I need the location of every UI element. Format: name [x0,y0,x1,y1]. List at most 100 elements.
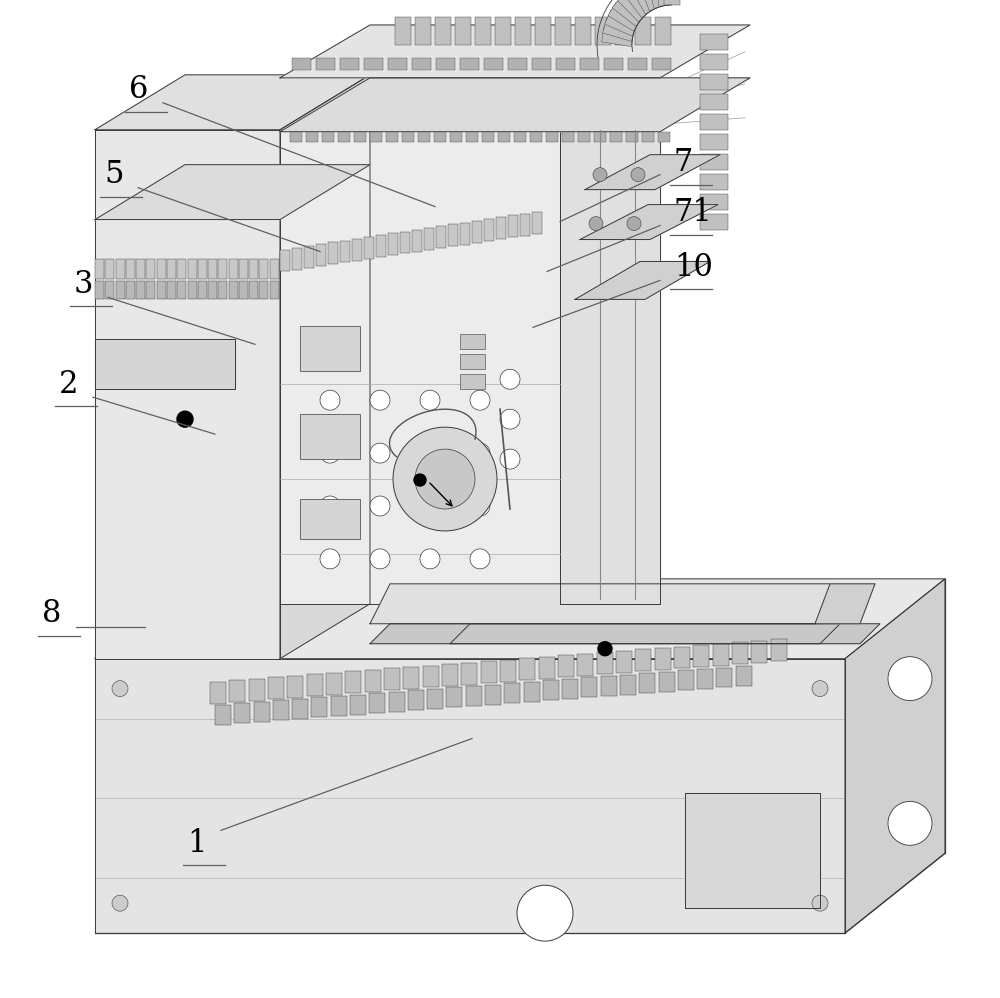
Bar [340,241,350,262]
Bar [626,132,638,142]
Bar [612,0,646,26]
Bar [605,10,639,36]
Polygon shape [845,579,945,933]
Bar [105,259,114,279]
Bar [434,132,446,142]
Bar [157,281,166,299]
Circle shape [470,496,490,516]
Bar [475,17,491,45]
Bar [716,668,732,688]
Bar [616,651,632,673]
Bar [635,17,651,45]
Bar [530,132,542,142]
Text: 3: 3 [74,268,94,300]
Bar [229,281,238,299]
Bar [460,223,470,245]
Bar [365,670,381,692]
Bar [460,354,485,369]
Circle shape [320,496,340,516]
Bar [446,688,462,708]
Bar [273,701,289,721]
Bar [306,132,318,142]
Bar [577,654,593,676]
Circle shape [470,549,490,569]
Bar [408,691,424,711]
Bar [126,281,135,299]
Bar [732,642,748,664]
Bar [500,660,516,682]
Bar [546,132,558,142]
Bar [700,154,728,170]
Bar [435,17,451,45]
Polygon shape [95,130,280,659]
Bar [412,230,422,251]
Bar [208,281,217,299]
Polygon shape [370,624,840,644]
Circle shape [500,369,520,389]
Bar [300,499,360,539]
Bar [678,671,694,691]
Bar [167,259,176,279]
Bar [597,653,613,675]
Circle shape [470,443,490,463]
Bar [524,682,540,702]
Bar [427,689,443,709]
Bar [700,114,728,130]
Circle shape [370,390,390,410]
Bar [594,132,606,142]
Bar [461,663,477,685]
Bar [482,132,494,142]
Circle shape [112,681,128,697]
Bar [384,669,400,691]
Circle shape [812,681,828,697]
Bar [146,259,155,279]
Bar [188,281,196,299]
Bar [646,0,670,8]
Bar [580,58,599,70]
Bar [136,281,145,299]
Bar [167,281,176,299]
Bar [229,681,245,703]
Bar [311,698,327,718]
Bar [376,236,386,257]
Bar [652,58,671,70]
Circle shape [631,168,645,182]
Bar [188,259,196,279]
Bar [239,259,248,279]
Bar [602,26,634,47]
Bar [601,676,617,696]
Bar [615,17,631,45]
Bar [157,259,166,279]
Bar [292,58,311,70]
Bar [700,74,728,90]
Circle shape [500,449,520,469]
Bar [631,0,659,14]
Bar [617,0,650,22]
Bar [664,0,680,5]
Bar [578,132,590,142]
Bar [638,0,664,11]
Polygon shape [95,75,370,130]
Bar [388,58,407,70]
Bar [116,281,125,299]
Bar [448,225,458,247]
Circle shape [589,217,603,231]
Circle shape [500,409,520,429]
Bar [472,221,482,243]
Bar [635,650,651,672]
Bar [481,661,497,683]
Bar [508,58,527,70]
Bar [693,645,709,667]
Text: 6: 6 [129,74,148,106]
Circle shape [320,443,340,463]
Bar [116,259,125,279]
Bar [514,132,526,142]
Bar [484,58,503,70]
Bar [418,132,430,142]
Bar [771,639,787,661]
Bar [270,259,279,279]
Bar [624,0,654,18]
Bar [198,259,207,279]
Bar [466,686,482,706]
Text: 7: 7 [674,147,693,179]
